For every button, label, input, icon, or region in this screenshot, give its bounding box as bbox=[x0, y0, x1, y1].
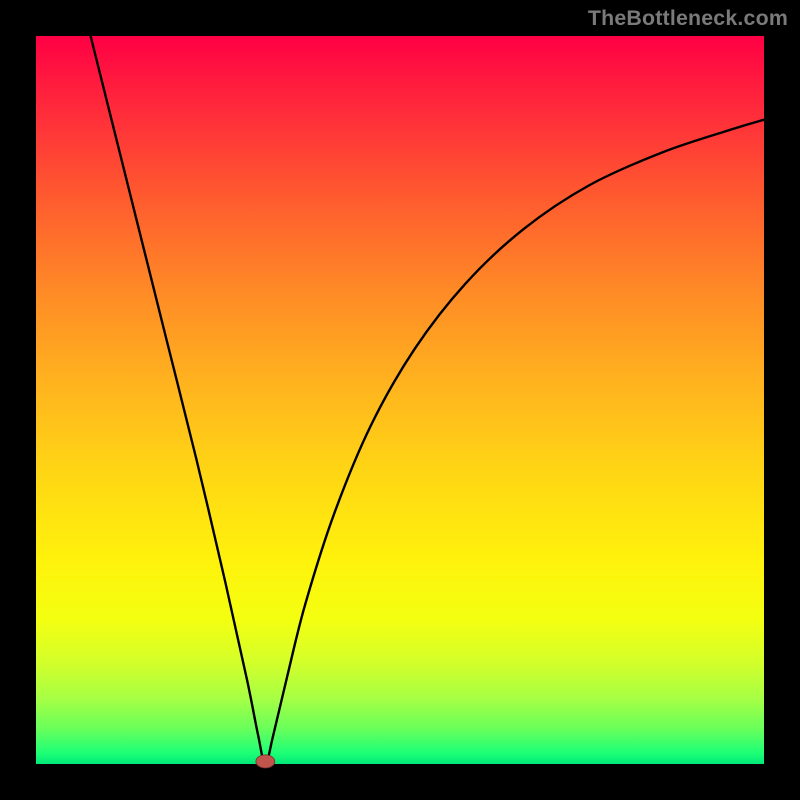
minimum-marker bbox=[256, 755, 275, 768]
chart-frame: TheBottleneck.com bbox=[0, 0, 800, 800]
bottleneck-curve-chart bbox=[0, 0, 800, 800]
plot-background bbox=[36, 36, 764, 764]
watermark-text: TheBottleneck.com bbox=[588, 6, 788, 31]
